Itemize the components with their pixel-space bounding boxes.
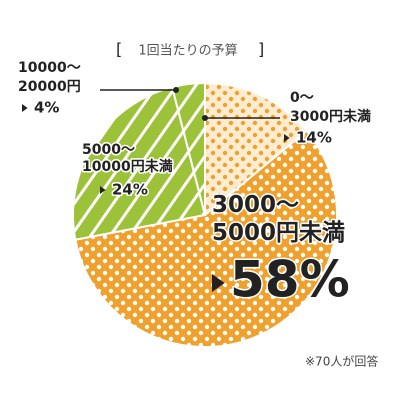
value-label: 4% — [34, 99, 59, 117]
slice — [74, 129, 338, 348]
label-line: 10000円未満 — [82, 158, 173, 175]
label-line: 5000～ — [82, 142, 135, 158]
bracket: [ — [116, 40, 122, 59]
leader-dot — [202, 115, 208, 121]
pointer — [284, 134, 290, 142]
label-line: 5000円未満 — [212, 220, 345, 246]
category-label: 0～ 3000円未満 — [290, 90, 371, 125]
pointer — [212, 274, 225, 292]
value-label: 24% — [112, 181, 148, 199]
value-label: 14% — [296, 129, 332, 147]
pointer — [100, 186, 106, 194]
value-label: 58% — [230, 251, 350, 309]
slice — [170, 81, 206, 216]
chart-title: 1回当たりの予算 — [138, 44, 237, 59]
category-label: 3000～ 5000円未満 — [212, 192, 345, 246]
label-line: 3000円未満 — [290, 108, 371, 125]
slice-pattern — [170, 81, 206, 216]
slice-pattern — [72, 85, 207, 241]
label-line: 0～ — [290, 90, 314, 106]
label-line: 20000円 — [18, 79, 81, 95]
slice-pattern — [204, 81, 309, 218]
bracket: ] — [258, 40, 264, 59]
label-line: 3000～ — [212, 192, 299, 218]
category-label: 10000～ 20000円 — [18, 60, 81, 95]
slice — [72, 85, 207, 241]
slice-pattern — [74, 129, 338, 348]
label-line: 10000～ — [18, 60, 81, 76]
pointer — [22, 104, 28, 112]
category-label: 5000～ 10000円未満 — [82, 142, 173, 175]
note: ※70人が回答 — [305, 354, 378, 369]
slice — [204, 81, 309, 218]
leader-dot — [173, 87, 179, 93]
